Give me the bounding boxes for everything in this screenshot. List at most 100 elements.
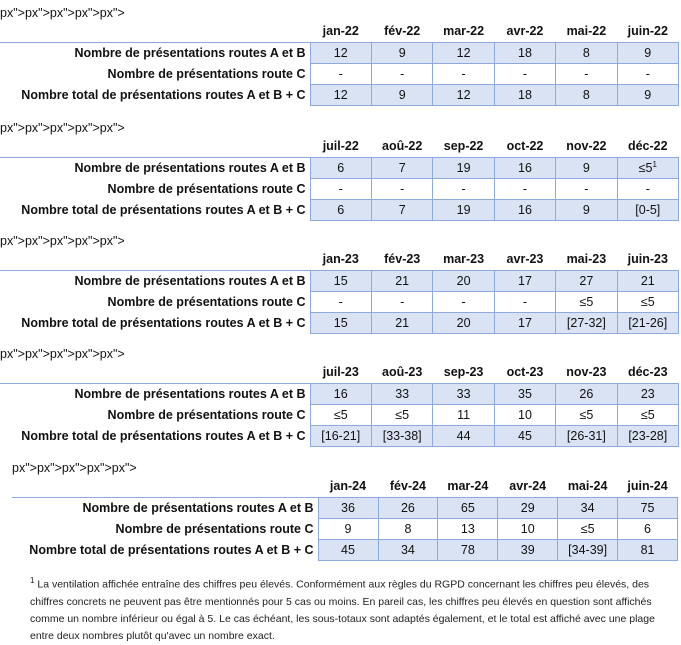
month-header: sep-23 (443, 365, 484, 379)
table-row: Nombre total de présentations routes A e… (0, 199, 680, 221)
cell-value: - (645, 182, 650, 196)
value-cell: 9 (555, 199, 618, 221)
cell-value: ≤5 (580, 522, 595, 536)
row-label: Nombre de présentations route C (107, 295, 306, 309)
header-row: jan-23 fév-23 mar-23 avr-23 mai-23 juin-23 (0, 248, 679, 271)
cell-value: - (461, 182, 466, 196)
value-cell: 15 (309, 270, 372, 292)
value-cell: - (493, 178, 557, 200)
table-row: Nombre total de présentations routes A e… (0, 84, 680, 106)
cell-value: ≤5 (579, 408, 594, 422)
value-cell: 6 (309, 157, 372, 179)
row-label: Nombre de présentations route C (107, 408, 306, 422)
cell-value: 16 (518, 203, 532, 217)
value-cell: - (493, 63, 557, 85)
header-row: jan-22 fév-22 mar-22 avr-22 mai-22 juin-22 (0, 20, 679, 43)
value-cell: 21 (370, 270, 434, 292)
cell-value: 9 (644, 88, 652, 102)
value-cell: 26 (555, 383, 618, 405)
data-table-2: px">px">px">px">px"> juil-22 aoû-22 sep-22 o… (0, 121, 680, 221)
value-cell: - (432, 178, 495, 200)
cell-value: 35 (518, 387, 532, 401)
value-cell: 12 (309, 42, 372, 64)
cell-value: 21 (395, 316, 410, 330)
header-row: jan-24 fév-24 mar-24 avr-24 mai-24 juin-24 (12, 475, 678, 498)
cell-value: 19 (456, 203, 471, 217)
cell-value: 34 (400, 543, 415, 557)
value-cell: 23 (616, 383, 680, 405)
value-cell: 27 (555, 270, 618, 292)
month-header: nov-23 (566, 365, 607, 379)
cell-value: [23-28] (628, 429, 668, 443)
cell-value: 26 (579, 387, 594, 401)
month-header: oct-22 (506, 139, 544, 153)
cell-value: - (522, 295, 528, 309)
value-cell: 6 (617, 518, 678, 540)
cell-value: [27-32] (566, 316, 606, 330)
month-header: mai-22 (566, 24, 607, 38)
cell-value: [0-5] (635, 203, 661, 217)
table-row: Nombre total de présentations routes A e… (0, 312, 680, 334)
value-cell: 81 (617, 539, 678, 561)
cell-value: 12 (333, 88, 348, 102)
value-cell: 8 (555, 42, 618, 64)
value-cell: 9 (370, 84, 434, 106)
value-cell: ≤51 (616, 157, 680, 179)
table-row: Nombre de présentations route C ≤5 ≤5 11 10 ≤… (0, 404, 680, 426)
month-header: mar-24 (447, 479, 489, 493)
cell-value: [21-26] (628, 316, 668, 330)
row-label: Nombre total de présentations routes A e… (21, 88, 306, 102)
cell-value: 17 (518, 274, 532, 288)
table-row: Nombre de présentations routes A et B 36 2… (12, 497, 678, 519)
cell-value: 15 (333, 316, 348, 330)
value-cell: - (370, 291, 434, 313)
value-cell: - (616, 63, 680, 85)
month-header: aoû-22 (382, 139, 423, 153)
cell-value: 45 (341, 543, 355, 557)
value-cell: 15 (309, 312, 372, 334)
row-label: Nombre total de présentations routes A e… (29, 543, 314, 557)
cell-value: - (522, 67, 528, 81)
corner-cell (12, 475, 318, 498)
cell-value: ≤5 (333, 408, 348, 422)
month-header: sep-22 (443, 139, 484, 153)
value-cell: [23-28] (616, 425, 680, 447)
value-cell: 16 (493, 157, 557, 179)
cell-value: - (338, 67, 343, 81)
row-label: Nombre total de présentations routes A e… (21, 429, 306, 443)
cell-value: [34-39] (568, 543, 608, 557)
value-cell: 12 (309, 84, 372, 106)
month-header: mai-24 (567, 479, 608, 493)
cell-value: ≤5 (579, 295, 594, 309)
value-cell: ≤5 (370, 404, 434, 426)
cell-value: ≤5 (640, 408, 655, 422)
cell-value: 12 (456, 46, 471, 60)
cell-value: 9 (398, 88, 406, 102)
cell-value: 8 (582, 46, 590, 60)
cell-value: [26-31] (566, 429, 606, 443)
month-header: mar-22 (443, 24, 485, 38)
value-cell: [33-38] (370, 425, 434, 447)
cell-value: 12 (333, 46, 348, 60)
value-cell: 75 (617, 497, 678, 519)
data-table-3: px">px">px">px">px"> jan-23 fév-23 mar-23 av… (0, 234, 680, 334)
value-cell: ≤5 (557, 518, 619, 540)
cell-value: [33-38] (382, 429, 422, 443)
value-cell: 19 (432, 199, 495, 221)
value-cell: [0-5] (616, 199, 680, 221)
cell-value: 11 (457, 408, 471, 422)
value-cell: 17 (493, 270, 557, 292)
cell-value: 8 (582, 88, 590, 102)
cell-value: 7 (398, 161, 406, 175)
cell-value: 44 (456, 429, 471, 443)
cell-value: 9 (398, 46, 406, 60)
value-cell: 13 (437, 518, 499, 540)
value-cell: 18 (493, 42, 557, 64)
row-label: Nombre total de présentations routes A e… (21, 316, 306, 330)
value-cell: ≤5 (555, 291, 618, 313)
data-table-5: px">px">px">px">px"> jan-24 fév-24 mar-24 av… (12, 461, 678, 561)
row-label: Nombre de présentations routes A et B (82, 501, 314, 516)
header-row: juil-22 aoû-22 sep-22 oct-22 nov-22 déc-22 (0, 135, 679, 158)
cell-value: 34 (580, 501, 595, 515)
table-row: Nombre total de présentations routes A e… (0, 425, 680, 447)
